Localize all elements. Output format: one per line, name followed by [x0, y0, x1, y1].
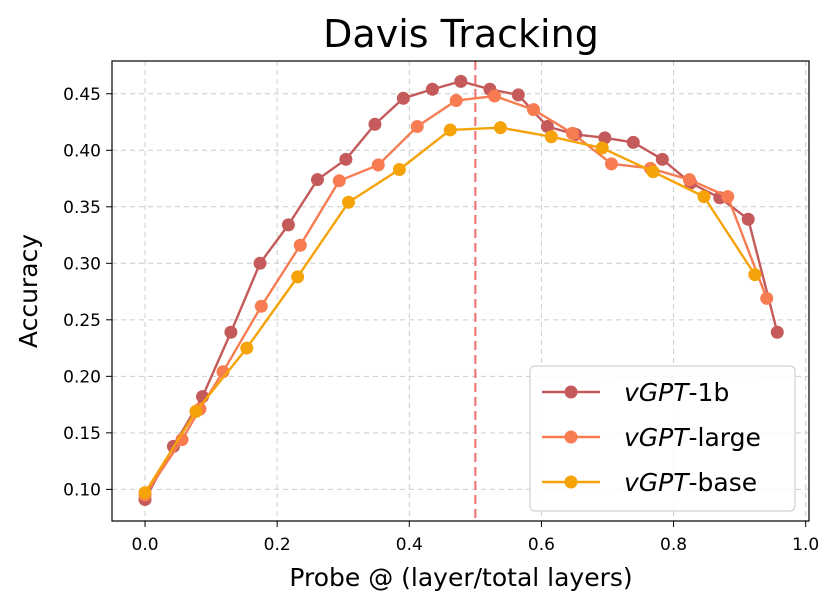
x-tick-label: 0.4 [396, 535, 423, 555]
series-2 [138, 121, 762, 500]
legend-label: vGPT-1b [624, 378, 729, 407]
data-point [332, 174, 346, 188]
legend-label: vGPT-large [624, 423, 761, 452]
x-tick-label: 0.2 [264, 535, 291, 555]
x-axis-label: Probe @ (layer/total layers) [289, 563, 632, 592]
legend-marker [564, 430, 578, 444]
y-tick-label: 0.35 [63, 198, 101, 218]
data-point [339, 152, 353, 166]
data-point [646, 165, 660, 179]
legend-marker [564, 385, 578, 399]
data-point [240, 341, 254, 355]
data-point [368, 117, 382, 131]
data-point [291, 270, 305, 284]
legend-label-suffix: -base [689, 468, 758, 497]
legend-entry: vGPT-base [542, 468, 757, 497]
y-tick-label: 0.40 [63, 141, 101, 161]
data-point [540, 120, 554, 134]
chart-title: Davis Tracking [323, 12, 599, 56]
x-tick-label: 0.0 [132, 535, 159, 555]
data-point [449, 94, 463, 108]
legend-marker [564, 475, 578, 489]
data-point [425, 82, 439, 96]
x-tick-label: 0.6 [528, 535, 555, 555]
x-axis-ticks: 0.0 0.2 0.4 0.6 0.8 1.0 [132, 521, 819, 555]
legend-entry: vGPT-large [542, 423, 761, 452]
x-tick-label: 1.0 [792, 535, 819, 555]
x-tick-label: 0.8 [660, 535, 687, 555]
y-axis-ticks: 0.10 0.15 0.20 0.25 0.30 0.35 0.40 0.45 [63, 85, 112, 500]
data-point [544, 130, 558, 144]
data-point [760, 291, 774, 305]
y-tick-label: 0.30 [63, 254, 101, 274]
data-point [595, 141, 609, 155]
data-point [342, 195, 356, 209]
data-point [527, 103, 541, 117]
data-point [396, 91, 410, 105]
y-tick-label: 0.25 [63, 311, 101, 331]
data-point [138, 486, 152, 500]
data-point [310, 173, 324, 187]
data-point [371, 158, 385, 172]
data-point [748, 268, 762, 282]
data-point [598, 131, 612, 145]
data-point [697, 190, 711, 204]
data-point [175, 433, 189, 447]
y-tick-label: 0.45 [63, 85, 101, 105]
legend-entry: vGPT-1b [542, 378, 729, 407]
data-point [511, 88, 525, 102]
data-point [721, 190, 735, 204]
y-tick-label: 0.20 [63, 367, 101, 387]
legend-label: vGPT-base [624, 468, 757, 497]
y-axis-label: Accuracy [14, 234, 43, 348]
y-tick-label: 0.10 [63, 480, 101, 500]
data-point [281, 218, 295, 232]
y-tick-label: 0.15 [63, 424, 101, 444]
data-point [254, 299, 268, 313]
data-point [682, 173, 696, 187]
data-point [454, 74, 468, 88]
legend-label-suffix: -1b [689, 378, 730, 407]
data-point [224, 325, 238, 339]
data-point [410, 120, 424, 134]
legend-label-suffix: -large [689, 423, 761, 452]
data-point [293, 238, 307, 252]
data-point [655, 152, 669, 166]
legend-box [529, 365, 796, 512]
data-point [488, 89, 502, 103]
data-point [565, 126, 579, 140]
data-point [741, 212, 755, 226]
series-group [138, 74, 784, 507]
legend-label-prefix: vGPT [624, 468, 690, 497]
data-point [253, 256, 267, 270]
data-point [189, 404, 203, 418]
legend-label-prefix: vGPT [624, 378, 690, 407]
data-point [626, 135, 640, 149]
data-point [392, 163, 406, 177]
data-point [604, 157, 618, 171]
data-point [443, 123, 457, 137]
legend-label-prefix: vGPT [624, 423, 690, 452]
plot-frame [111, 60, 810, 522]
data-point [493, 121, 507, 135]
data-point [770, 325, 784, 339]
